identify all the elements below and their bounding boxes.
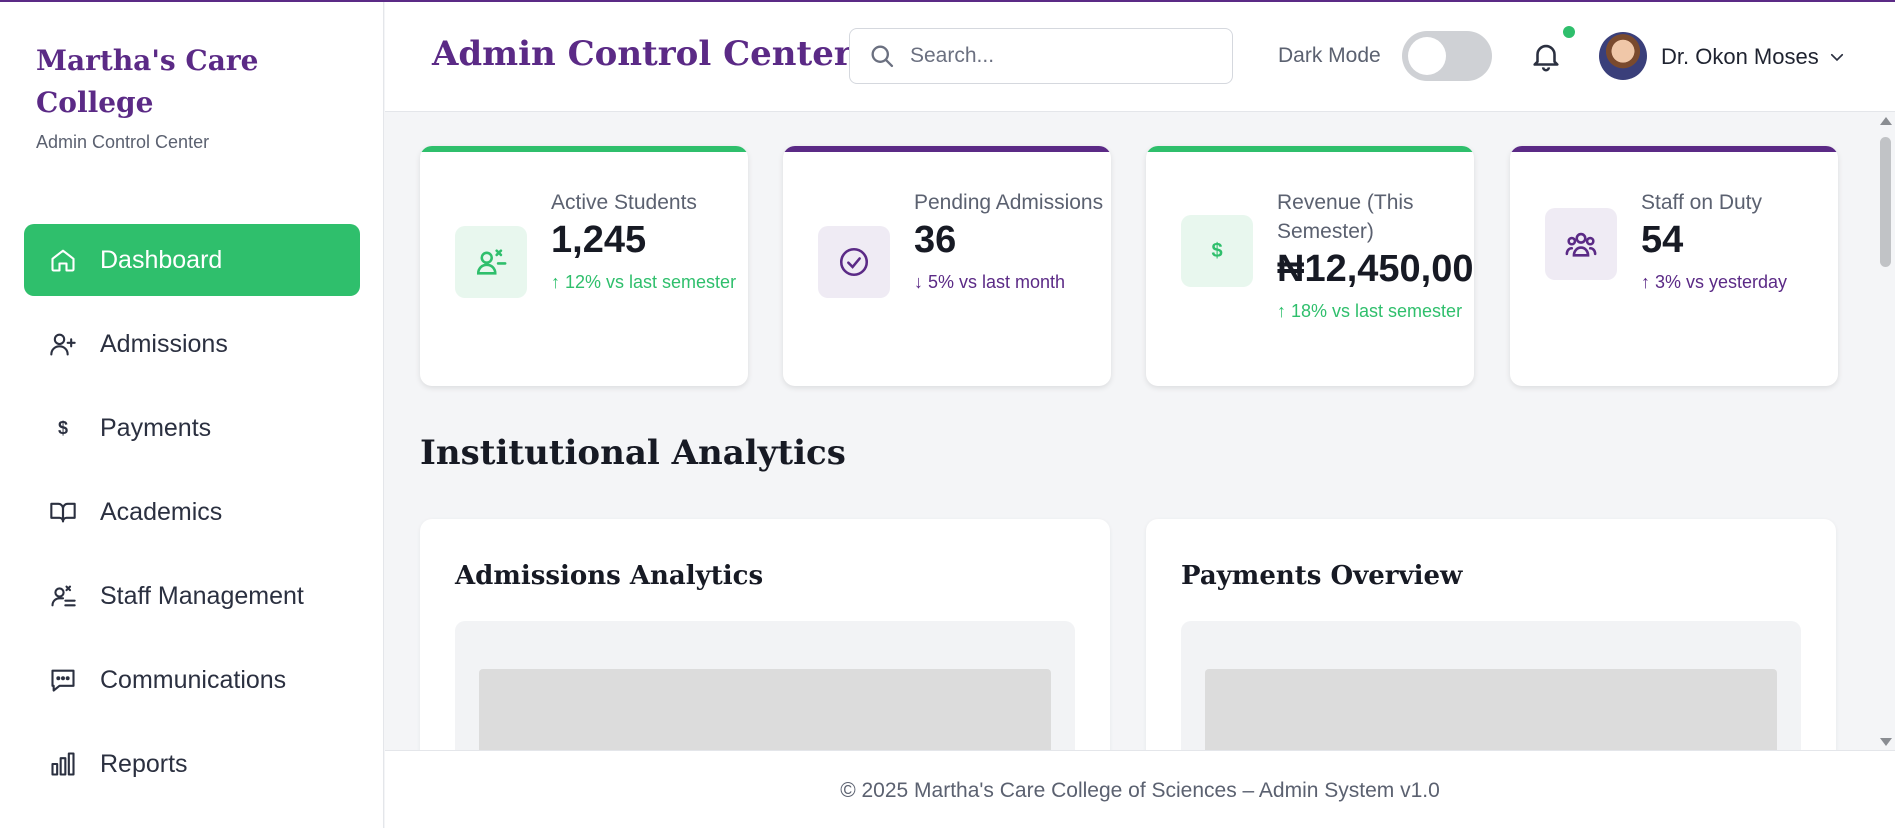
stat-label: Staff on Duty xyxy=(1641,191,1763,214)
search-icon xyxy=(871,45,894,68)
stat-label: Pending Admissions xyxy=(914,191,1104,214)
brand-title: Martha's Care College xyxy=(36,44,259,119)
user-name[interactable]: Dr. Okon Moses xyxy=(1661,44,1819,69)
stat-text: Pending Admissions 36 ↓ 5% vs last month xyxy=(914,188,1110,294)
stat-value: 1,245 xyxy=(551,219,647,261)
stat-card-pending-admissions: Pending Admissions 36 ↓ 5% vs last month xyxy=(783,146,1111,386)
stat-change: ↑ 3% vs yesterday xyxy=(1641,272,1788,292)
payments-overview-panel: Payments Overview xyxy=(1146,519,1836,750)
sidebar-item-staff-management[interactable]: Staff Management xyxy=(24,560,360,632)
dollar-icon: $ xyxy=(1181,215,1253,287)
sidebar-item-label: Reports xyxy=(100,749,188,778)
page-title: Admin Control Center xyxy=(432,34,852,74)
stat-value: ₦12,450,00 xyxy=(1277,248,1474,290)
sidebar-item-admissions[interactable]: Admissions xyxy=(24,308,360,380)
brand-subtitle: Admin Control Center xyxy=(36,132,210,152)
stat-text: Active Students 1,245 ↑ 12% vs last seme… xyxy=(551,188,747,294)
sidebar-item-reports[interactable]: Reports xyxy=(24,728,360,800)
brand: Martha's Care College Admin Control Cent… xyxy=(36,40,366,153)
footer: © 2025 Martha's Care College of Sciences… xyxy=(385,750,1895,828)
main-scrollbar[interactable] xyxy=(1876,113,1895,750)
stat-card-active-students: Active Students 1,245 ↑ 12% vs last seme… xyxy=(420,146,748,386)
stat-label: Active Students xyxy=(551,191,697,214)
sidebar-nav: Dashboard Admissions $ Payments Academic… xyxy=(24,224,360,812)
users-group-icon xyxy=(1545,208,1617,280)
notification-dot xyxy=(1563,26,1575,38)
sidebar-item-academics[interactable]: Academics xyxy=(24,476,360,548)
avatar[interactable] xyxy=(1599,32,1647,80)
sidebar-item-label: Staff Management xyxy=(100,581,304,610)
chart-placeholder xyxy=(455,621,1075,750)
toggle-knob xyxy=(1408,37,1446,75)
chart-loading-block xyxy=(479,669,1051,750)
dark-mode-label: Dark Mode xyxy=(1278,44,1381,67)
sidebar-item-dashboard[interactable]: Dashboard xyxy=(24,224,360,296)
book-icon xyxy=(48,497,78,527)
sidebar: Martha's Care College Admin Control Cent… xyxy=(0,2,384,828)
section-title: Institutional Analytics xyxy=(420,433,846,473)
chart-loading-block xyxy=(1205,669,1777,750)
panel-title: Payments Overview xyxy=(1181,561,1463,591)
dark-mode-toggle[interactable] xyxy=(1402,31,1492,81)
card-accent-bar xyxy=(420,146,748,152)
card-accent-bar xyxy=(1146,146,1474,152)
scroll-thumb[interactable] xyxy=(1880,137,1891,267)
stat-label: Revenue (This Semester) xyxy=(1277,191,1414,243)
chart-placeholder xyxy=(1181,621,1801,750)
student-icon xyxy=(455,226,527,298)
search-input[interactable] xyxy=(910,44,1210,68)
bar-chart-icon xyxy=(48,749,78,779)
stat-text: Revenue (This Semester) ₦12,450,00 ↑ 18%… xyxy=(1277,188,1474,323)
sidebar-item-communications[interactable]: Communications xyxy=(24,644,360,716)
sidebar-item-label: Admissions xyxy=(100,329,228,358)
chevron-down-icon[interactable] xyxy=(1828,48,1846,66)
card-accent-bar xyxy=(783,146,1111,152)
stat-text: Staff on Duty 54 ↑ 3% vs yesterday xyxy=(1641,188,1837,294)
sidebar-item-label: Communications xyxy=(100,665,287,694)
stat-card-revenue: $ Revenue (This Semester) ₦12,450,00 ↑ 1… xyxy=(1146,146,1474,386)
stat-value: 36 xyxy=(914,219,957,261)
sidebar-item-label: Academics xyxy=(100,497,223,526)
staff-icon xyxy=(48,581,78,611)
top-header: Admin Control Center Dark Mode Dr. Okon … xyxy=(385,2,1895,112)
sidebar-item-payments[interactable]: $ Payments xyxy=(24,392,360,464)
stat-value: 54 xyxy=(1641,219,1684,261)
main-content: Active Students 1,245 ↑ 12% vs last seme… xyxy=(385,113,1875,750)
stat-change: ↑ 18% vs last semester xyxy=(1277,301,1463,321)
stat-change: ↓ 5% vs last month xyxy=(914,272,1066,292)
panel-title: Admissions Analytics xyxy=(455,561,764,591)
sidebar-item-label: Payments xyxy=(100,413,212,442)
search-box[interactable] xyxy=(849,28,1233,84)
scroll-down-arrow[interactable] xyxy=(1880,738,1892,746)
card-accent-bar xyxy=(1510,146,1838,152)
admissions-analytics-panel: Admissions Analytics xyxy=(420,519,1110,750)
stat-change: ↑ 12% vs last semester xyxy=(551,272,737,292)
sidebar-item-label: Dashboard xyxy=(100,245,223,274)
chat-icon xyxy=(48,665,78,695)
user-plus-icon xyxy=(48,329,78,359)
scroll-up-arrow[interactable] xyxy=(1880,117,1892,125)
check-circle-icon xyxy=(818,226,890,298)
notification-bell-icon[interactable] xyxy=(1529,38,1563,74)
stat-card-staff-on-duty: Staff on Duty 54 ↑ 3% vs yesterday xyxy=(1510,146,1838,386)
dollar-icon: $ xyxy=(57,417,68,438)
home-icon xyxy=(48,245,78,275)
footer-text: © 2025 Martha's Care College of Sciences… xyxy=(840,778,1440,802)
